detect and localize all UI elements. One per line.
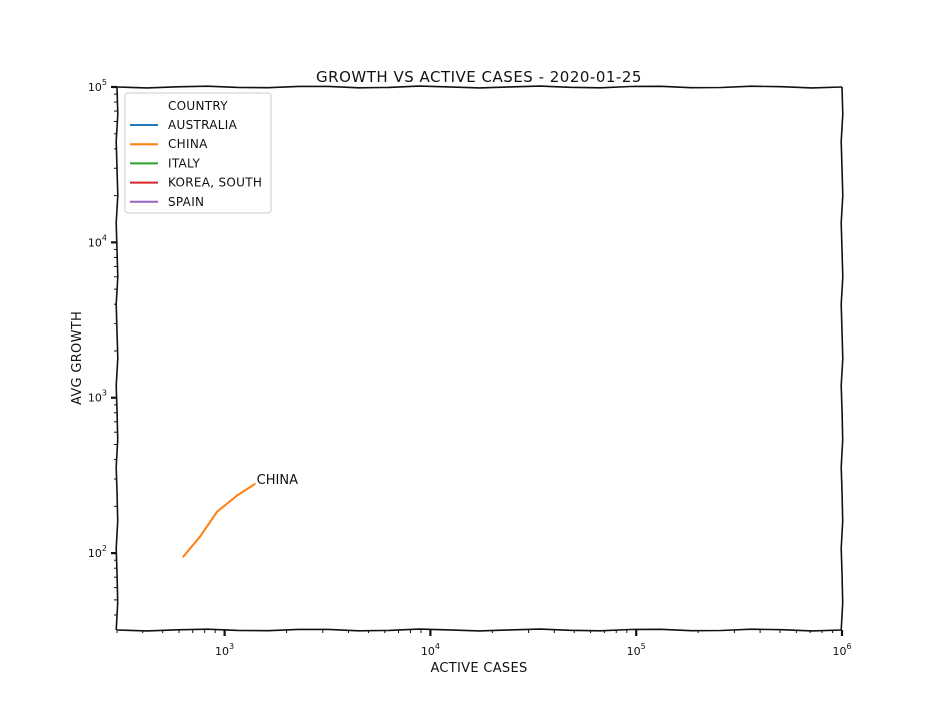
x-tick-label: 105 [627, 642, 646, 658]
legend-box [124, 92, 272, 214]
plot-frame-bottom [116, 628, 843, 632]
y-tick-label: 103 [88, 389, 107, 405]
x-tick-label: 103 [215, 642, 234, 658]
x-axis-label: ACTIVE CASES [430, 661, 527, 676]
y-axis-label: AVG GROWTH [70, 311, 85, 405]
x-tick-label: 106 [832, 642, 851, 658]
y-tick-label: 105 [88, 78, 107, 94]
plot-frame-right [840, 86, 844, 631]
legend-label-spain: SPAIN [168, 195, 204, 209]
series-line-china [182, 483, 256, 558]
axes: 103 104 105 106 102 103 104 105 [88, 78, 852, 658]
y-tick-label: 104 [88, 233, 107, 249]
legend-label-australia: AUSTRALIA [168, 118, 238, 132]
chart-title: GROWTH VS ACTIVE CASES - 2020-01-25 [316, 68, 642, 86]
legend-title: COUNTRY [168, 99, 228, 113]
plot-frame-left [115, 86, 119, 631]
legend-label-china: CHINA [168, 137, 208, 151]
legend-label-italy: ITALY [168, 156, 200, 170]
plot-area: CHINA [182, 473, 298, 558]
y-tick-label: 102 [88, 544, 107, 560]
series-annotation-china: CHINA [257, 473, 298, 488]
x-tick-label: 104 [421, 642, 440, 658]
legend-label-korea-south: KOREA, SOUTH [168, 176, 262, 190]
legend: COUNTRY AUSTRALIA CHINA ITALY KOREA, SOUTH SP… [124, 92, 272, 214]
plot-frame-top [116, 85, 843, 89]
